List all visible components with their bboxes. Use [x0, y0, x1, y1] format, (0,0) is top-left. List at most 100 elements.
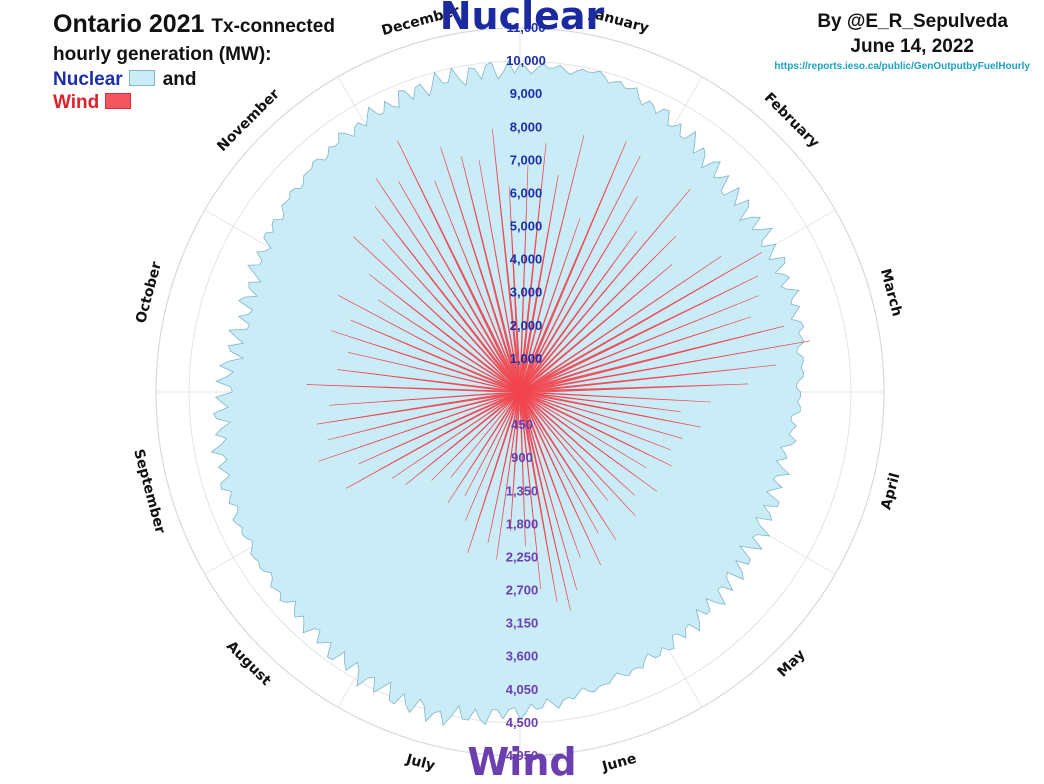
wind-spike — [447, 391, 521, 504]
nuclear-tick-label: 8,000 — [510, 119, 543, 134]
nuclear-tick-label: 11,000 — [506, 20, 545, 35]
wind-spike — [519, 391, 609, 501]
wind-spike — [487, 391, 521, 544]
wind-spike — [461, 156, 521, 393]
wind-spike — [519, 391, 701, 428]
month-label: April — [878, 471, 903, 511]
nuclear-axis-title: Nuclear — [439, 0, 605, 38]
wind-spike — [519, 340, 810, 393]
wind-spike — [434, 180, 521, 393]
legend-nuclear-label: Nuclear — [53, 69, 123, 90]
wind-spike — [350, 319, 521, 393]
wind-spike — [519, 275, 759, 393]
wind-spike — [450, 391, 521, 478]
month-label: November — [214, 86, 283, 155]
wind-spike — [519, 391, 657, 492]
wind-spike — [358, 391, 521, 465]
wind-spike — [519, 391, 602, 566]
nuclear-tick-label: 7,000 — [510, 152, 543, 167]
wind-spike — [519, 264, 673, 393]
nuclear-tick-labels: 1,000 2,000 3,000 4,000 5,000 6,000 7,000 8,000… — [506, 20, 546, 366]
legend-nuclear: Nuclear and — [53, 69, 196, 91]
wind-spike — [347, 352, 521, 393]
wind-spike — [318, 391, 521, 462]
wind-spike — [316, 391, 521, 425]
month-label: February — [761, 90, 822, 151]
wind-spike — [331, 330, 521, 393]
wind-spike — [375, 178, 521, 393]
wind-tick-label: 1,800 — [506, 516, 539, 531]
wind-spike — [519, 295, 759, 393]
wind-spike — [519, 231, 637, 393]
wind-spike — [519, 391, 636, 496]
month-label: August — [223, 638, 274, 689]
wind-spike — [519, 174, 559, 393]
wind-spike — [519, 391, 673, 467]
nuclear-tick-label: 10,000 — [506, 53, 546, 68]
wind-spike — [519, 391, 683, 439]
wind-tick-label: 900 — [511, 450, 533, 465]
wind-tick-label: 4,950 — [506, 748, 539, 763]
wind-spike — [329, 391, 521, 406]
nuclear-tick-label: 3,000 — [510, 285, 543, 300]
wind-spike — [519, 391, 558, 603]
chart-title: Ontario 2021 Tx-connected — [53, 10, 335, 39]
wind-spike — [467, 391, 521, 553]
wind-spike — [519, 196, 638, 393]
legend-wind-label: Wind — [53, 92, 100, 113]
wind-tick-label: 3,150 — [506, 616, 539, 631]
month-label: May — [775, 647, 809, 681]
wind-tick-label: 450 — [511, 417, 533, 432]
nuclear-tick-label: 5,000 — [510, 219, 543, 234]
wind-tick-labels: 450 900 1,350 1,800 2,250 2,700 3,150 3,600 4,05… — [506, 417, 539, 763]
legend-and: and — [162, 69, 197, 90]
wind-spike — [519, 141, 627, 393]
wind-spike — [465, 391, 521, 521]
wind-spike — [519, 391, 672, 451]
wind-spike — [519, 135, 585, 393]
wind-spike — [337, 369, 521, 393]
wind-tick-label: 4,500 — [506, 715, 539, 730]
wind-spike — [369, 274, 521, 393]
wind-axis-title: Wind — [467, 740, 577, 784]
legend-nuclear-swatch — [128, 70, 155, 86]
nuclear-tick-label: 1,000 — [510, 351, 543, 366]
month-label: March — [877, 267, 905, 318]
legend-wind: Wind — [53, 92, 132, 114]
wind-tick-label: 4,050 — [506, 682, 539, 697]
wind-spike — [327, 391, 521, 441]
source-url[interactable]: https://reports.ieso.ca/public/GenOutput… — [774, 61, 1030, 72]
wind-spike — [519, 256, 722, 393]
date: June 14, 2022 — [850, 36, 974, 57]
wind-spike — [478, 160, 521, 393]
wind-spike — [508, 186, 521, 393]
wind-spike — [519, 391, 636, 516]
wind-spike — [519, 391, 647, 468]
title-main: Ontario 2021 — [53, 10, 205, 38]
wind-spike — [519, 189, 691, 393]
wind-spike — [391, 391, 521, 479]
wind-spike — [519, 155, 641, 393]
wind-tick-label: 2,700 — [506, 583, 539, 598]
nuclear-tick-label: 9,000 — [510, 86, 543, 101]
wind-spike — [338, 295, 521, 393]
wind-spike — [353, 236, 521, 393]
wind-tick-label: 3,600 — [506, 649, 539, 664]
wind-tick-label: 2,250 — [506, 550, 539, 565]
wind-spike — [431, 391, 521, 481]
wind-spike — [519, 391, 711, 403]
wind-spike — [519, 391, 599, 534]
title-rest: Tx-connected — [211, 16, 335, 37]
wind-tick-label: 1,350 — [506, 483, 539, 498]
wind-spike — [397, 140, 521, 393]
wind-spike — [405, 391, 521, 485]
chart-subtitle: hourly generation (MW): — [53, 44, 272, 65]
wind-spike — [519, 235, 677, 393]
wind-spike — [519, 164, 529, 393]
wind-spike — [374, 206, 521, 393]
wind-spike — [519, 391, 542, 590]
wind-spike — [378, 299, 521, 393]
wind-spike — [519, 391, 526, 547]
byline: By @E_R_Sepulveda — [817, 11, 1008, 32]
